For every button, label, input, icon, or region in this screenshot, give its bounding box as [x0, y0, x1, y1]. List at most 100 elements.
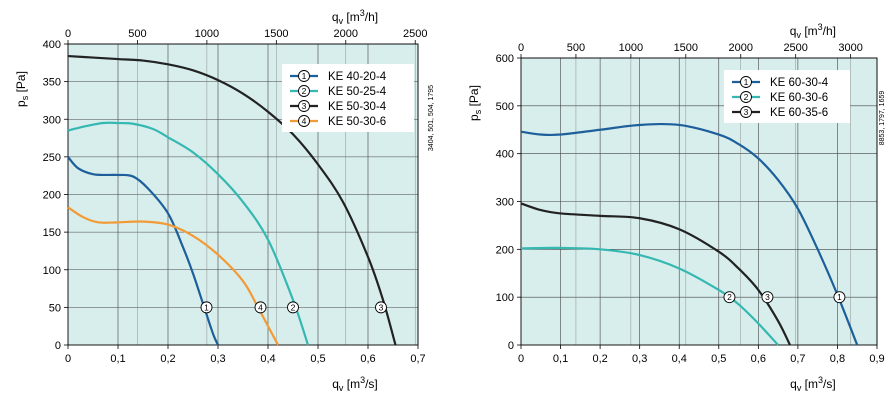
legend-item: 1 KE 60-30-4	[732, 76, 829, 89]
legend-label: KE 50-30-4	[328, 101, 387, 113]
y-tick-label: 0	[55, 340, 61, 352]
x2-tick-label: 1500	[674, 42, 698, 54]
x2-tick-label: 2500	[403, 28, 427, 40]
y-tick-label: 100	[43, 265, 61, 277]
x-tick-label: 0,8	[830, 353, 845, 365]
series-marker-ring	[375, 301, 387, 314]
y-axis-label: ps [Pa]	[467, 85, 483, 121]
x-tick-label: 0,7	[410, 353, 425, 365]
legend-item: 2 KE 50-25-4	[290, 85, 387, 98]
x-tick-label: 0,1	[110, 353, 125, 365]
legend-marker: 3	[298, 100, 310, 112]
legend-marker: 2	[740, 91, 752, 103]
x-axis-label: qv [m3/s]	[790, 375, 836, 393]
series-marker: 3	[761, 291, 774, 304]
legend-item: 2 KE 60-30-6	[732, 91, 828, 104]
series-marker-ring	[287, 301, 299, 314]
x-tick-label: 0,3	[210, 353, 225, 365]
legend-item: 3 KE 60-35-6	[732, 106, 828, 119]
x-tick-label: 0,2	[160, 353, 175, 365]
y-tick-label: 300	[43, 114, 61, 126]
series-marker: 2	[287, 301, 299, 314]
series-marker-ring	[833, 291, 846, 304]
legend: 1 KE 40-20-4 2 KE 50-25-4 3 KE 50-30-4 4 KE 50-…	[282, 64, 414, 132]
x2-axis-label: qv [m3/h]	[332, 8, 378, 26]
legend-marker-label: 4	[302, 116, 307, 126]
legend-label: KE 60-30-6	[770, 92, 828, 104]
legend-marker-ring	[298, 85, 310, 97]
series-marker: 1	[833, 291, 846, 304]
legend-label: KE 40-20-4	[328, 71, 387, 83]
legend-marker-label: 3	[302, 101, 307, 111]
legend-label: KE 50-30-6	[328, 116, 386, 128]
x-tick-label: 0,7	[790, 353, 805, 365]
series-marker-label: 1	[204, 302, 209, 312]
side-code: 8853, 1797, 1659	[879, 91, 886, 146]
series-3: 3	[67, 54, 397, 346]
x2-tick-label: 0	[65, 28, 71, 40]
y-tick-label: 400	[43, 39, 61, 51]
chart-2: 0 0,1 0,2 0,3 0,4 0,5 0,6 0,7 0,8 0,9 0 100 200 300 40…	[467, 22, 886, 393]
y-tick-label: 200	[496, 244, 514, 256]
series-2: 2	[67, 121, 310, 346]
series-line	[67, 54, 397, 346]
legend-label: KE 60-30-4	[770, 77, 829, 89]
x2-tick-label: 2500	[783, 42, 807, 54]
x2-tick-label: 2000	[729, 42, 753, 54]
legend-item: 1 KE 40-20-4	[290, 70, 387, 83]
legend-marker: 1	[740, 76, 752, 88]
y-tick-label: 400	[496, 149, 514, 161]
series-line	[67, 121, 310, 346]
x-tick-label: 0,1	[553, 353, 568, 365]
x2-tick-label: 1000	[195, 28, 219, 40]
y-tick-label: 250	[43, 152, 61, 164]
series-marker-label: 1	[837, 292, 842, 302]
series-4: 4	[67, 206, 279, 346]
series-marker: 2	[723, 291, 736, 304]
legend: 1 KE 60-30-4 2 KE 60-30-6 3 KE 60-35-6	[724, 70, 850, 123]
legend-marker: 1	[298, 70, 310, 82]
series-line	[520, 122, 859, 346]
legend-item: 3 KE 50-30-4	[290, 100, 387, 113]
y-tick-label: 50	[49, 302, 61, 314]
x-tick-label: 0,2	[592, 353, 607, 365]
x-tick-label: 0,6	[360, 353, 375, 365]
x-tick-label: 0	[65, 353, 71, 365]
y-tick-label: 200	[43, 190, 61, 202]
legend-marker-label: 3	[744, 107, 749, 117]
legend-marker-ring	[740, 106, 752, 118]
x-axis-label: qv [m3/s]	[332, 375, 378, 393]
legend-marker: 3	[740, 106, 752, 118]
x2-tick-label: 500	[128, 28, 146, 40]
x-tick-label: 0,9	[869, 353, 884, 365]
series-marker-ring	[723, 291, 736, 304]
legend-marker-ring	[740, 76, 752, 88]
x2-tick-label: 1500	[264, 28, 288, 40]
series-marker: 1	[200, 301, 213, 314]
legend-marker-label: 2	[302, 86, 307, 96]
chart-1: 0 0,1 0,2 0,3 0,4 0,5 0,6 0,7 0 50 100 150 200 250 300…	[14, 8, 435, 393]
series-marker-label: 3	[379, 302, 384, 312]
series-marker-ring	[200, 301, 213, 314]
legend-label: KE 60-35-6	[770, 107, 828, 119]
series-1: 1	[67, 156, 220, 346]
series-marker: 4	[254, 301, 267, 314]
y-tick-label: 100	[496, 292, 514, 304]
series-marker-label: 2	[727, 292, 732, 302]
legend-marker-ring	[298, 100, 310, 112]
legend-marker: 4	[298, 115, 310, 127]
y-tick-label: 0	[508, 340, 514, 352]
legend-item: 4 KE 50-30-6	[290, 115, 386, 128]
legend-marker-ring	[298, 115, 310, 127]
series-marker-ring	[761, 291, 774, 304]
legend-marker-ring	[740, 91, 752, 103]
legend-marker-ring	[298, 70, 310, 82]
x2-tick-label: 3000	[838, 42, 862, 54]
y-tick-label: 300	[496, 197, 514, 209]
x2-axis-label: qv [m3/h]	[790, 22, 836, 40]
legend-marker: 2	[298, 85, 310, 97]
series-line	[520, 246, 779, 346]
series-2: 2	[520, 246, 779, 346]
x-tick-label: 0,6	[751, 353, 766, 365]
